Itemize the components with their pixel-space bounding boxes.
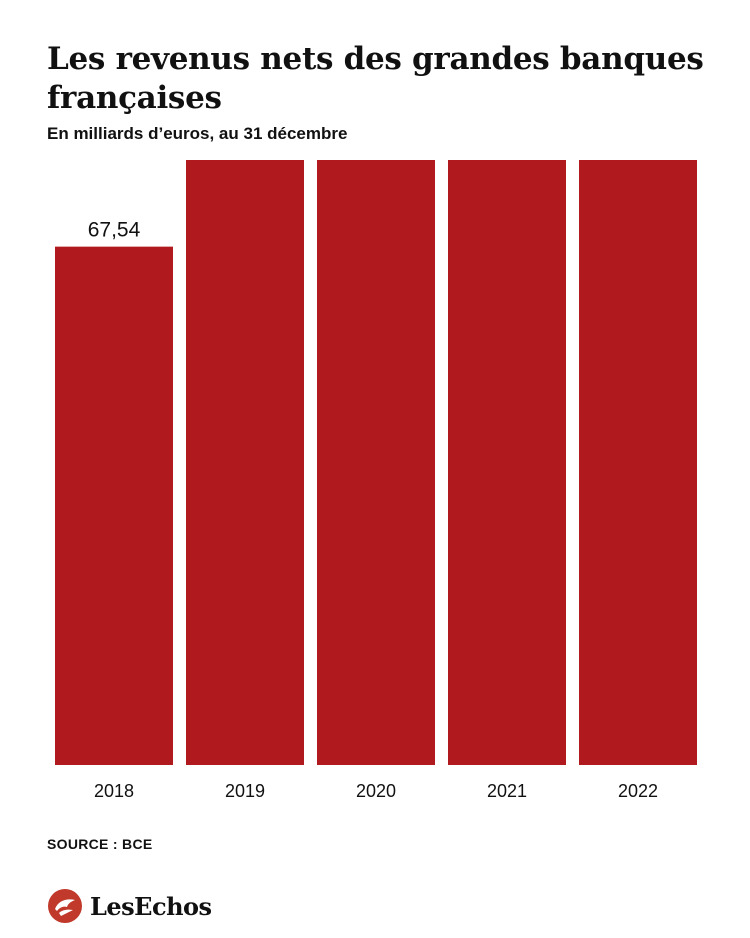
value-label-2018: 67,54 (88, 219, 141, 242)
logo-text: LesEchos (90, 891, 212, 921)
bar-2021 (448, 160, 566, 766)
bar-chart: 67,54201868,75201969,91202069,67202172,8… (55, 160, 697, 801)
bar-2020 (317, 160, 435, 765)
les-echos-emblem-icon (48, 889, 82, 923)
x-tick-label-2020: 2020 (356, 781, 396, 801)
x-tick-label-2018: 2018 (94, 781, 134, 801)
x-tick-label-2022: 2022 (618, 781, 658, 801)
bar-2022 (579, 160, 697, 766)
chart-title: Les revenus nets des grandes banques fra… (47, 41, 704, 116)
x-tick-label-2019: 2019 (225, 781, 265, 801)
les-echos-logo: LesEchos (48, 889, 212, 923)
chart-subtitle: En milliards d’euros, au 31 décembre (47, 124, 348, 143)
bar-2018 (55, 246, 173, 765)
source-note: SOURCE : BCE (47, 836, 153, 852)
x-tick-label-2021: 2021 (487, 781, 527, 801)
bar-2019 (186, 160, 304, 765)
